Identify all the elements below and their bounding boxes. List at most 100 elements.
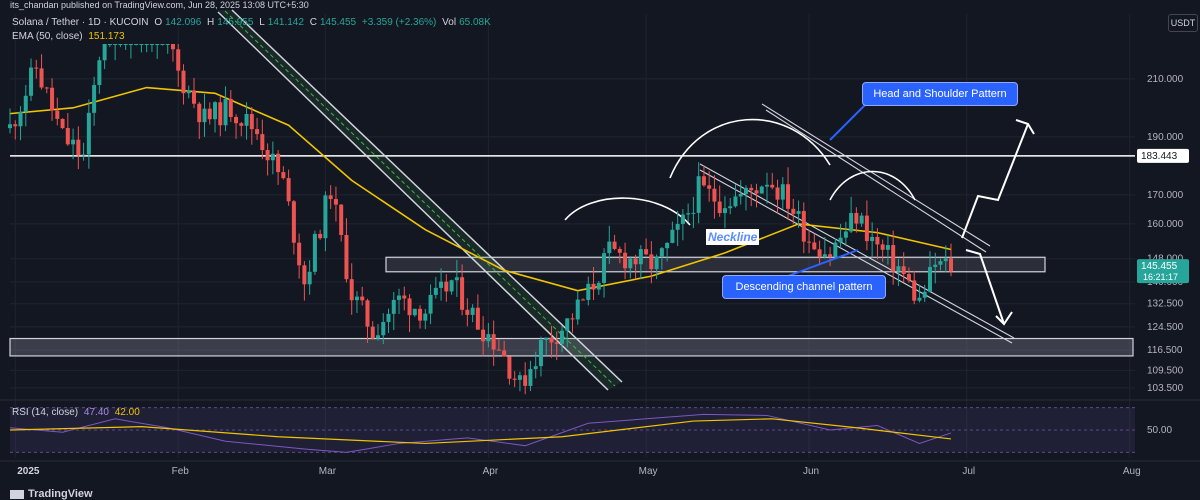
downtrend-line-lower <box>231 9 623 383</box>
candle-body <box>29 67 34 96</box>
candle-body <box>680 214 685 224</box>
price-tag-label: 183.443 <box>1141 151 1178 162</box>
candle-body <box>528 369 533 386</box>
candle-body <box>197 103 202 123</box>
candle-body <box>286 178 291 202</box>
candle-body <box>449 280 454 292</box>
candle-body <box>701 176 706 186</box>
candle-body <box>86 112 91 155</box>
candle-body <box>481 329 486 342</box>
candle-body <box>554 342 559 344</box>
ohlc-open-label: O <box>154 17 163 28</box>
candle-body <box>912 280 917 301</box>
candle-body <box>623 252 628 269</box>
ema-line <box>9 86 952 292</box>
bullish-arrowhead-icon <box>1015 119 1035 135</box>
rsi-value: 47.40 <box>83 407 109 418</box>
candle-body <box>512 378 517 380</box>
candle-body <box>139 44 144 45</box>
bearish-arrow <box>965 249 1005 325</box>
candle-body <box>696 176 701 213</box>
candle-body <box>549 337 554 343</box>
price-tick-label: 116.500 <box>1147 345 1183 356</box>
candle-body <box>134 44 139 45</box>
candle-body <box>60 118 65 129</box>
rsi-tick-label: 50.00 <box>1147 425 1172 436</box>
time-tick-label: Jun <box>803 466 819 477</box>
ohlc-close-value: 145.455 <box>319 17 357 28</box>
candle-body <box>107 44 112 45</box>
time-tick-label: Feb <box>172 466 190 477</box>
candle-body <box>144 44 149 45</box>
price-tick-label: 210.000 <box>1147 74 1184 85</box>
bearish-arrowhead-icon <box>995 311 1013 326</box>
downtrend-channel <box>217 9 623 391</box>
downtrend-midline <box>224 10 616 387</box>
candle-body <box>281 172 286 179</box>
candle-body <box>223 98 228 126</box>
head-shoulder-callout: Head and Shoulder Pattern <box>862 82 1018 106</box>
candle-body <box>202 108 207 123</box>
candle-body <box>523 375 528 386</box>
candle-body <box>791 208 796 214</box>
candle-body <box>234 117 239 124</box>
candle-body <box>859 215 864 224</box>
volume-value: 65.08K <box>459 17 491 28</box>
candle-body <box>507 356 512 379</box>
candle-body <box>23 95 28 112</box>
candle-body <box>386 313 391 322</box>
candle-body <box>843 231 848 238</box>
candle-body <box>765 184 770 187</box>
candle-body <box>938 261 943 265</box>
candle-body <box>538 339 543 367</box>
candle-body <box>249 114 254 130</box>
candle-body <box>128 44 133 45</box>
candle-body <box>933 264 938 267</box>
candle-body <box>418 308 423 321</box>
candle-body <box>270 153 275 161</box>
right-shoulder-arc <box>829 170 916 201</box>
rsi-pane <box>9 407 1135 453</box>
time-tick-label: May <box>639 466 658 477</box>
candle-body <box>102 44 107 61</box>
price-tick-label: 170.000 <box>1147 190 1184 201</box>
candle-body <box>349 279 354 301</box>
candle-body <box>927 266 932 292</box>
ema-legend[interactable]: EMA (50, close) 151.173 <box>12 31 128 42</box>
candle-body <box>265 150 270 161</box>
descending-channel-callout: Descending channel pattern <box>722 275 886 299</box>
rsi-legend[interactable]: RSI (14, close) 47.40 42.00 <box>12 407 143 418</box>
price-tag <box>1137 259 1189 284</box>
candle-body <box>181 70 186 94</box>
price-tag-label: 145.455 <box>1141 261 1178 272</box>
neckline-label: Neckline <box>706 229 760 245</box>
candle-body <box>318 233 323 239</box>
currency-selector[interactable]: USDT <box>1168 14 1198 32</box>
candle-body <box>728 206 733 209</box>
candle-body <box>891 245 896 272</box>
time-axis: 2025 Feb Mar Apr May Jun Jul Aug <box>0 460 1200 477</box>
ohlc-high-label: H <box>207 17 215 28</box>
candle-body <box>402 295 407 299</box>
time-tick-label: 2025 <box>17 466 40 477</box>
candle-body <box>596 282 601 290</box>
candle-body <box>870 236 875 242</box>
candle-body <box>123 44 128 45</box>
downtrend-fill <box>218 10 622 390</box>
candle-body <box>644 249 649 255</box>
candle-body <box>71 139 76 145</box>
candle-body <box>670 229 675 243</box>
candle-body <box>428 294 433 314</box>
candle-body <box>559 330 564 344</box>
candle-body <box>517 375 522 380</box>
symbol-legend[interactable]: Solana / Tether · 1D · KUCOIN O 142.096 H… <box>12 17 494 28</box>
candle-body <box>470 307 475 315</box>
candle-body <box>570 318 575 320</box>
candle-body <box>397 295 402 300</box>
price-tick-label: 160.000 <box>1147 219 1184 230</box>
candle-body <box>444 281 449 292</box>
ohlc-close-label: C <box>309 17 317 28</box>
time-tick-label: Apr <box>483 466 499 477</box>
candle-body <box>186 90 191 94</box>
